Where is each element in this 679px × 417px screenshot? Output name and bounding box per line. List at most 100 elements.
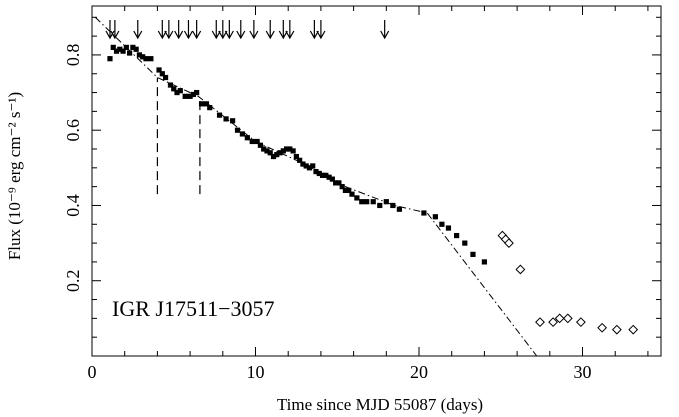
data-point-square (239, 131, 246, 137)
data-point-square (280, 148, 286, 154)
data-point-square (359, 199, 365, 205)
data-point-square (364, 199, 370, 205)
data-point-square (110, 44, 116, 50)
data-point-square (319, 172, 326, 178)
data-point-square (207, 105, 213, 111)
x-tick-label: 30 (574, 362, 592, 382)
data-point-square (120, 48, 126, 54)
data-point-square (462, 240, 468, 246)
data-point-square (313, 168, 319, 175)
data-point-square (336, 180, 342, 186)
data-point-square (143, 56, 149, 62)
data-point-square (203, 101, 210, 107)
data-point-diamond (554, 313, 565, 324)
data-point-square (277, 150, 283, 156)
data-point-square (267, 150, 273, 156)
data-point-square (377, 202, 383, 209)
y-tick-label: 0.4 (63, 194, 83, 217)
data-point-square (194, 89, 200, 96)
data-point-square (354, 195, 360, 201)
data-point-square (136, 52, 143, 58)
data-point-square (230, 118, 236, 124)
data-point-square (274, 152, 280, 158)
data-point-square (123, 44, 129, 50)
data-points (107, 44, 639, 335)
x-tick-label: 10 (247, 362, 265, 382)
data-point-square (310, 163, 316, 169)
down-arrow (380, 20, 390, 40)
data-point-square (421, 210, 427, 216)
data-point-square (339, 184, 345, 190)
data-point-square (107, 56, 113, 62)
data-point-square (349, 191, 355, 197)
data-point-square (223, 116, 229, 122)
data-point-square (346, 187, 352, 194)
data-point-square (306, 165, 313, 171)
data-point-square (287, 146, 293, 152)
data-point-square (383, 199, 389, 205)
y-tick-label: 0.6 (63, 119, 83, 142)
data-point-square (130, 44, 136, 50)
data-point-square (290, 148, 296, 154)
data-point-square (113, 48, 120, 54)
data-point-diamond (562, 313, 573, 324)
data-point-square (140, 54, 146, 60)
data-point-square (333, 180, 339, 186)
data-point-square (133, 46, 139, 52)
data-point-square (329, 176, 335, 182)
down-arrow (224, 20, 234, 40)
data-point-square (167, 82, 174, 88)
axis-ticks (91, 6, 661, 356)
down-arrow (192, 20, 202, 40)
x-tick-label: 20 (410, 362, 428, 382)
down-arrow (249, 20, 259, 40)
data-point-square (216, 112, 223, 118)
data-point-square (244, 135, 250, 141)
data-point-square (190, 91, 196, 98)
data-point-square (293, 153, 299, 160)
down-arrow (218, 20, 228, 40)
data-point-square (156, 67, 162, 73)
data-point-diamond (515, 264, 526, 275)
vertical-dashed-lines (156, 77, 201, 195)
data-point-square (297, 157, 303, 163)
data-point-square (264, 148, 270, 154)
down-arrow (236, 20, 246, 40)
down-arrow (278, 20, 288, 40)
data-point-diamond (611, 324, 622, 335)
data-point-square (261, 146, 267, 152)
data-point-square (270, 153, 277, 160)
data-point-diamond (575, 317, 586, 328)
data-point-square (342, 187, 349, 194)
data-point-square (470, 251, 476, 257)
data-point-square (182, 93, 188, 99)
down-arrow (174, 20, 184, 40)
down-arrow (285, 20, 295, 40)
data-point-square (300, 161, 306, 167)
y-axis-label: Flux (10⁻⁹ erg cm⁻² s⁻¹) (5, 92, 24, 260)
data-point-diamond (548, 317, 558, 328)
data-point-square (127, 50, 133, 56)
data-point-square (234, 127, 241, 133)
data-point-square (439, 221, 445, 227)
plot-frame (91, 5, 662, 357)
data-point-diamond (535, 317, 545, 328)
data-point-square (198, 101, 205, 107)
data-point-square (445, 225, 452, 231)
data-point-square (174, 89, 180, 96)
source-label: IGR J17511−3057 (112, 296, 275, 321)
x-tick-label: 0 (88, 362, 97, 382)
tick-labels: 0 10 20 30 0.2 0.4 0.6 0.8 (63, 44, 592, 382)
down-arrow (183, 20, 193, 40)
data-point-square (162, 74, 169, 81)
data-point-square (117, 46, 123, 52)
data-point-diamond (628, 324, 639, 335)
down-arrow (157, 20, 167, 40)
down-arrow (164, 20, 174, 40)
data-point-square (171, 86, 177, 92)
data-point-square (303, 163, 309, 169)
down-arrow (110, 20, 120, 40)
data-point-square (370, 199, 376, 205)
down-arrow (265, 20, 275, 40)
